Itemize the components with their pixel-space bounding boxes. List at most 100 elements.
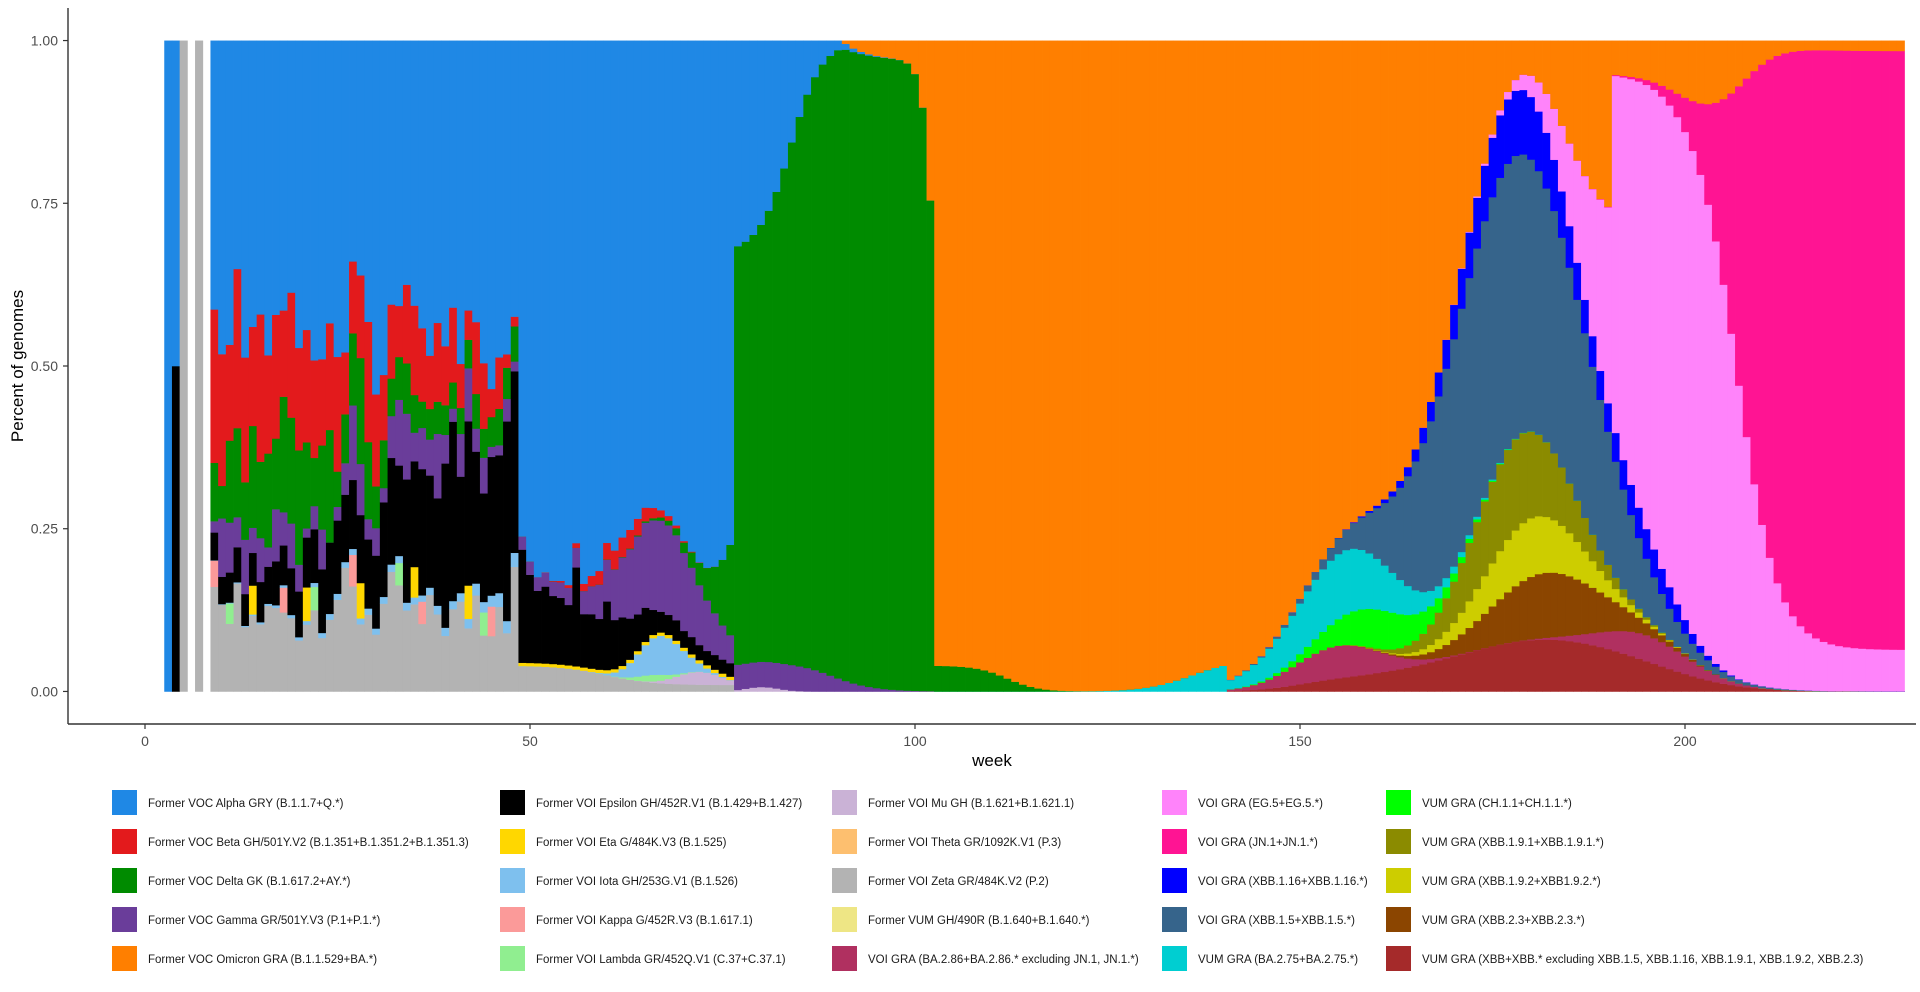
bar-segment-delta <box>649 518 658 521</box>
bar-segment-zeta <box>610 676 619 692</box>
bar-segment-omicron <box>1219 40 1228 667</box>
bar-segment-xbb15 <box>1588 366 1597 535</box>
bar-segment-gamma <box>834 678 843 692</box>
bar-segment-epsilon <box>587 614 596 669</box>
bar-segment-xbb116 <box>1396 480 1405 488</box>
bar-segment-ba275 <box>1103 690 1112 692</box>
bar-segment-lambda <box>633 676 643 681</box>
bar-segment-eta <box>587 668 596 673</box>
bar-segment-alpha <box>703 40 712 568</box>
legend-label: Former VOC Beta GH/501Y.V2 (B.1.351+B.1.… <box>148 837 469 849</box>
bar-segment-gamma <box>564 587 573 606</box>
bar-segment-iota <box>487 595 496 607</box>
bar-segment-delta <box>449 382 458 409</box>
bar-segment-xbb192 <box>1519 522 1528 582</box>
bar-segment-omicron <box>1873 40 1882 52</box>
bar-segment-iota <box>372 628 381 635</box>
bar-segment-xbb192 <box>1619 597 1628 608</box>
bar-segment-gamma <box>233 517 242 548</box>
bar-segment-lambda <box>664 674 673 680</box>
bar-segment-omicron <box>888 40 897 59</box>
bar-segment-eta <box>687 654 696 658</box>
bar-segment-xbb116 <box>1342 529 1351 530</box>
bar-segment-gamma <box>664 525 673 616</box>
bar-segment-epsilon <box>379 502 388 598</box>
bar-segment-xbb116 <box>1480 165 1490 222</box>
bar-segment-omicron <box>1858 40 1867 51</box>
bar-segment-iota <box>287 614 296 619</box>
bar-segment-eg5 <box>1765 557 1774 688</box>
bar-segment-zeta <box>195 40 204 692</box>
bar-segment-zeta <box>218 604 227 692</box>
bar-segment-omicron <box>1373 40 1382 506</box>
bar-segment-omicron <box>1388 40 1397 492</box>
bar-segment-xbb15 <box>1704 660 1713 671</box>
legend-swatch <box>500 868 525 893</box>
bar-segment-xbb15 <box>1288 611 1297 616</box>
bar-segment-xbb192 <box>1658 633 1667 636</box>
bar-segment-delta <box>256 461 265 539</box>
bar-segment-xbb116 <box>1373 505 1382 509</box>
bar-segment-xbb116 <box>1550 159 1559 212</box>
bar-segment-zeta <box>295 640 304 692</box>
bar-segment-xbb192 <box>1403 653 1413 657</box>
bar-segment-ch11 <box>1365 608 1374 648</box>
bar-segment-ch11 <box>1465 538 1474 544</box>
bar-segment-iota <box>395 555 404 564</box>
bar-segment-xbb15 <box>1411 461 1420 591</box>
bar-segment-delta <box>872 56 881 689</box>
bar-segment-alpha <box>864 54 874 56</box>
bar-segment-delta <box>295 450 304 565</box>
bar-segment-xbb15 <box>1342 529 1351 551</box>
bar-segment-ba275 <box>1311 579 1320 640</box>
bar-segment-xbb15 <box>1634 537 1644 609</box>
bar-segment-xbb116 <box>1735 679 1744 680</box>
bar-segment-lambda <box>657 674 666 681</box>
bar-segment-ba275 <box>1434 586 1443 599</box>
bar-segment-iota <box>295 637 304 641</box>
bar-segment-zeta <box>626 679 635 692</box>
bar-segment-gamma <box>803 667 812 692</box>
bar-segment-xbb116 <box>1688 633 1697 644</box>
bar-segment-xbb15 <box>1534 170 1543 435</box>
bar-segment-xbb191 <box>1480 501 1490 577</box>
bar-segment-xbb15 <box>1419 442 1428 593</box>
bar-segment-mu <box>657 680 666 684</box>
bar-segment-ch11 <box>1411 614 1420 641</box>
bar-segment-jn1 <box>1842 50 1851 648</box>
bar-segment-ba286 <box>1704 670 1713 681</box>
bar-segment-omicron <box>1642 40 1651 81</box>
bar-segment-omicron <box>1519 40 1528 75</box>
bar-segment-ba286 <box>1226 689 1235 692</box>
bar-segment-beta <box>680 540 689 543</box>
legend-label: VUM GRA (XBB.1.9.2+XBB1.9.2.*) <box>1422 876 1601 888</box>
bar-segment-eg5 <box>1788 616 1798 690</box>
bar-segment-gamma <box>826 675 835 692</box>
bar-segment-delta <box>1049 690 1058 692</box>
bar-segment-alpha <box>834 40 843 51</box>
bar-segment-omicron <box>1604 40 1613 207</box>
bar-segment-eta <box>302 587 311 622</box>
bar-segment-eta <box>518 662 527 667</box>
legend-swatch <box>1162 829 1187 854</box>
legend-item-zeta: Former VOI Zeta GR/484K.V2 (P.2) <box>832 868 1049 893</box>
bar-segment-xbb <box>1619 653 1628 692</box>
bar-segment-alpha <box>626 40 635 530</box>
bar-segment-gamma <box>372 528 381 556</box>
bar-segment-alpha <box>880 57 889 58</box>
bar-segment-xbb <box>1411 665 1420 692</box>
bar-segment-delta <box>464 339 473 369</box>
bar-segment-delta <box>402 363 412 414</box>
bar-segment-xbb192 <box>1427 644 1436 653</box>
bar-segment-omicron <box>1719 40 1728 100</box>
bar-segment-xbb116 <box>1596 370 1605 401</box>
bar-segment-beta <box>325 323 335 431</box>
bar-segment-omicron <box>1211 40 1220 668</box>
legend-label: Former VOI Epsilon GH/452R.V1 (B.1.429+B… <box>536 798 802 810</box>
bar-segment-beta <box>649 507 658 519</box>
bar-segment-xbb <box>1727 684 1736 692</box>
legend: Former VOC Alpha GRY (B.1.1.7+Q.*) Former… <box>112 790 1864 971</box>
bar-segment-delta <box>818 64 827 673</box>
bar-segment-alpha <box>610 40 619 551</box>
bar-segment-gamma <box>225 522 234 573</box>
